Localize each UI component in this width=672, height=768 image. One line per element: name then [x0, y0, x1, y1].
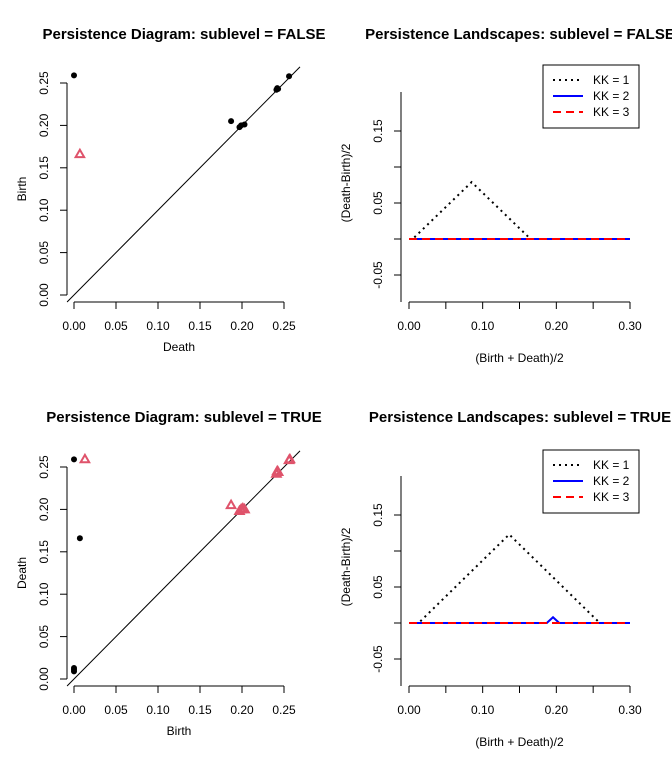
persistence-landscape-true: Persistence Landscapes: sublevel = TRUE 0… [339, 409, 671, 749]
point-dim0 [286, 73, 293, 80]
point-dim1 [238, 502, 251, 514]
x-tick-label: 0.15 [188, 703, 212, 717]
legend-label: KK = 2 [593, 89, 630, 103]
x-tick-label: 0.00 [397, 703, 421, 717]
y-tick-label: -0.05 [371, 261, 385, 289]
y-tick-label: 0.20 [37, 497, 51, 521]
x-tick-label: 0.15 [188, 319, 212, 333]
x-tick-label: 0.10 [146, 319, 170, 333]
y-tick-label: 0.00 [37, 667, 51, 691]
x-tick-label: 0.20 [545, 319, 569, 333]
y-tick-label: 0.15 [37, 540, 51, 564]
chart-title: Persistence Diagram: sublevel = TRUE [46, 409, 322, 426]
point-dim1 [272, 465, 285, 477]
x-axis-label: Death [163, 340, 195, 354]
y-tick-label: 0.05 [37, 625, 51, 649]
series-line-kk1 [409, 533, 630, 624]
y-tick-label: 0.20 [37, 113, 51, 137]
x-tick-label: 0.30 [618, 319, 642, 333]
x-tick-label: 0.10 [471, 703, 495, 717]
point-dim1 [78, 452, 91, 464]
x-tick-label: 0.25 [272, 319, 296, 333]
x-axis-label: Birth [167, 724, 192, 738]
point-dim0 [71, 72, 77, 79]
y-tick-label: 0.05 [37, 241, 51, 265]
diagonal-line [66, 450, 301, 687]
x-tick-label: 0.10 [146, 703, 170, 717]
chart-title: Persistence Landscapes: sublevel = FALSE [365, 26, 672, 43]
legend-label: KK = 3 [593, 105, 630, 119]
y-axis-label: Birth [15, 177, 29, 202]
y-tick-label: 0.15 [37, 156, 51, 180]
y-tick-label: 0.10 [37, 582, 51, 606]
persistence-diagram-true: Persistence Diagram: sublevel = TRUE 0.00… [15, 409, 322, 738]
y-axis-label: Death [15, 557, 29, 589]
chart-title: Persistence Diagram: sublevel = FALSE [42, 26, 325, 43]
y-axis-label: (Death-Birth)/2 [339, 143, 353, 222]
point-dim1 [73, 147, 86, 159]
point-dim0 [76, 535, 83, 542]
legend-label: KK = 2 [593, 474, 630, 488]
point-dim1 [225, 498, 238, 510]
x-tick-label: 0.05 [104, 703, 128, 717]
y-tick-label: 0.10 [37, 198, 51, 222]
x-tick-label: 0.10 [471, 319, 495, 333]
y-axis-label: (Death-Birth)/2 [339, 527, 353, 606]
series-line-kk1 [409, 180, 630, 240]
point-dim0 [228, 118, 235, 125]
x-axis-label: (Birth + Death)/2 [475, 735, 564, 749]
x-tick-label: 0.00 [397, 319, 421, 333]
x-axis-label: (Birth + Death)/2 [475, 351, 564, 365]
x-tick-label: 0.20 [230, 703, 254, 717]
x-tick-label: 0.20 [230, 319, 254, 333]
x-tick-label: 0.05 [104, 319, 128, 333]
point-dim0 [71, 668, 77, 675]
y-tick-label: -0.05 [371, 645, 385, 673]
x-tick-label: 0.00 [62, 703, 86, 717]
persistence-diagram-false: Persistence Diagram: sublevel = FALSE 0.0… [15, 26, 326, 354]
chart-title: Persistence Landscapes: sublevel = TRUE [369, 409, 671, 426]
legend-label: KK = 1 [593, 73, 630, 87]
legend-label: KK = 1 [593, 458, 630, 472]
y-tick-label: 0.25 [37, 455, 51, 479]
y-tick-label: 0.25 [37, 71, 51, 95]
legend-label: KK = 3 [593, 490, 630, 504]
y-tick-label: 0.15 [371, 119, 385, 143]
y-tick-label: 0.15 [371, 503, 385, 527]
point-dim0 [71, 456, 77, 463]
point-dim1 [283, 452, 296, 464]
persistence-landscape-false: Persistence Landscapes: sublevel = FALSE… [339, 26, 672, 365]
x-tick-label: 0.30 [618, 703, 642, 717]
x-tick-label: 0.25 [272, 703, 296, 717]
x-tick-label: 0.20 [545, 703, 569, 717]
point-dim0 [241, 121, 248, 128]
y-tick-label: 0.00 [37, 283, 51, 307]
y-tick-label: 0.05 [371, 575, 385, 599]
diagonal-line [66, 66, 301, 303]
point-dim0 [275, 85, 282, 92]
x-tick-label: 0.00 [62, 319, 86, 333]
y-tick-label: 0.05 [371, 191, 385, 215]
